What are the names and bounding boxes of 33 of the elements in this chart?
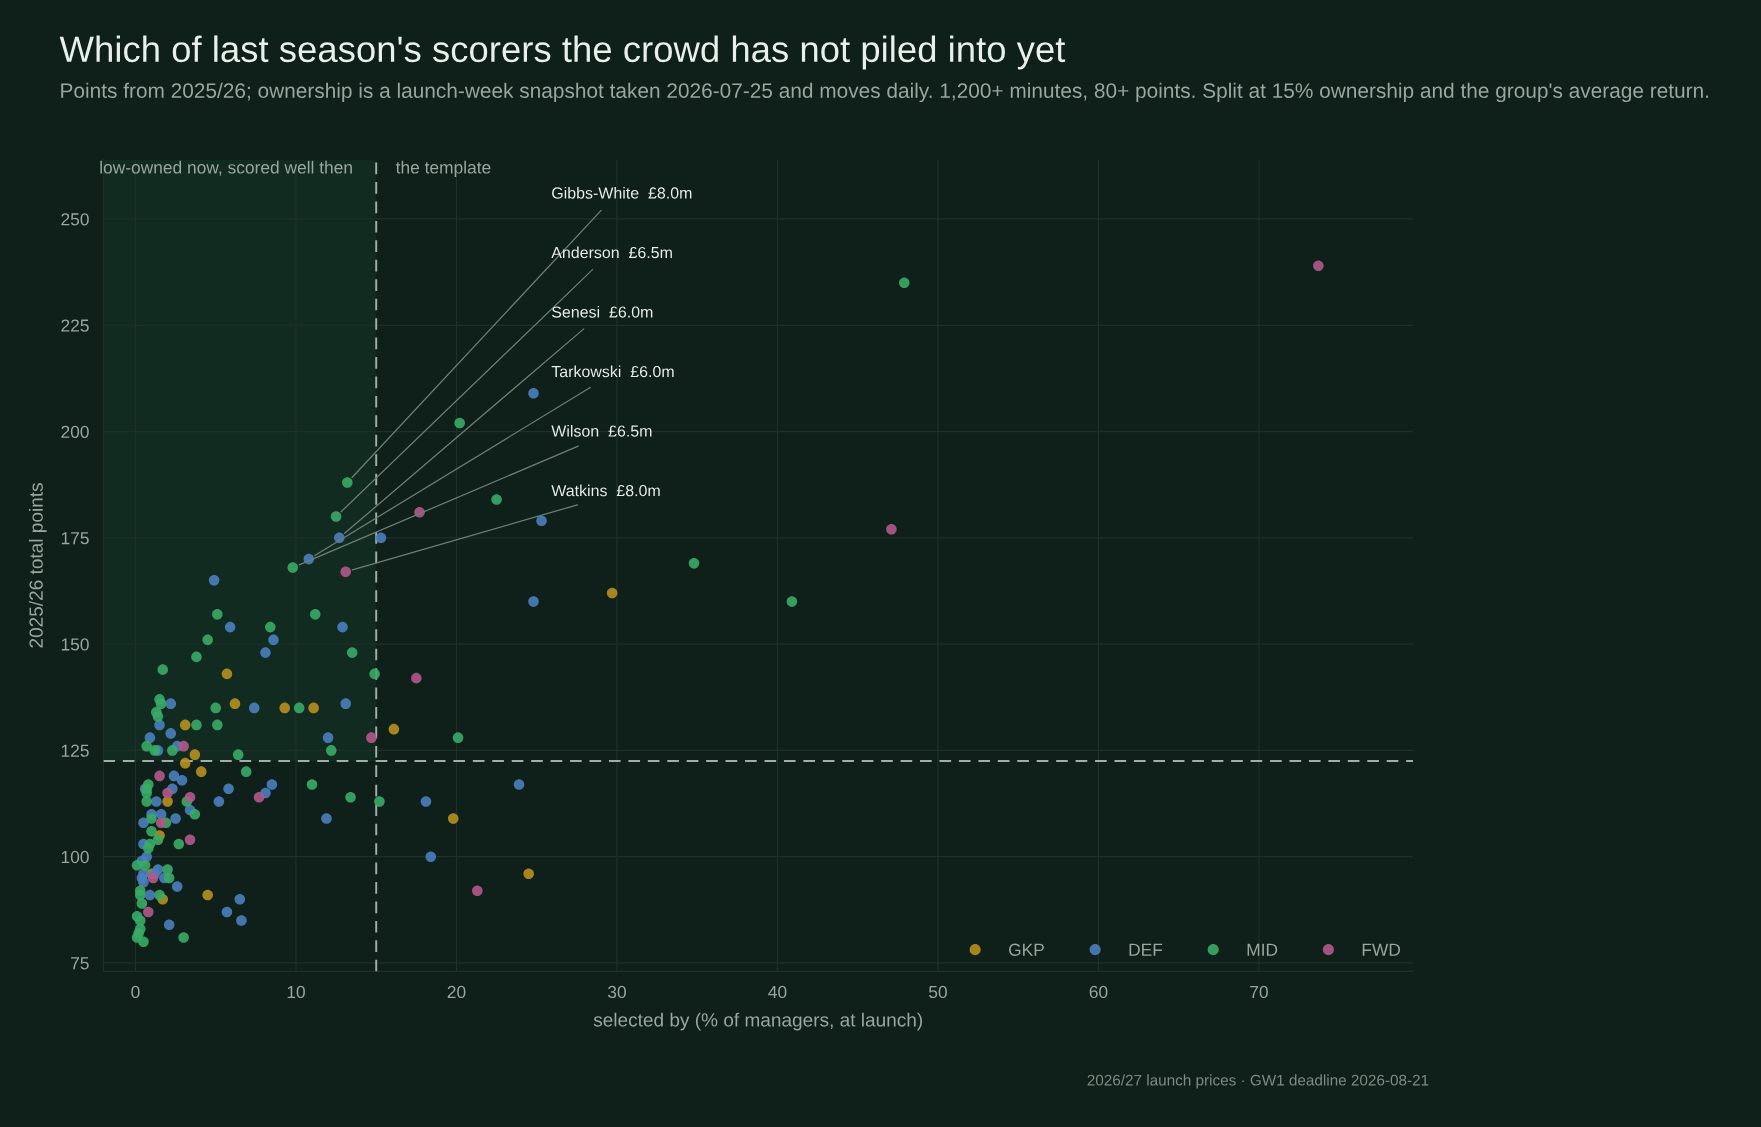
legend-label: MID: [1247, 943, 1278, 956]
x-tick-label: 70: [1250, 985, 1268, 999]
annotation: Anderson £6.5m: [551, 246, 672, 259]
y-axis-title: 2025/26 total points: [28, 483, 47, 648]
chart-title: Which of last season's scorers the crowd has not piled into yet: [59, 35, 1066, 70]
x-axis-title: selected by (% of managers, at launch): [593, 1012, 923, 1031]
y-tick-label: 225: [61, 319, 89, 332]
x-tick-label: 0: [131, 985, 140, 999]
y-tick-label: 150: [61, 638, 89, 651]
legend-label: FWD: [1362, 943, 1401, 956]
chart-subtitle: Points from 2025/26; ownership is a launch-week snapshot taken 2026-07-25 and moves daily. 1,200+ minutes, 80+ points. Split at 15% ownership and the group's average return.: [61, 82, 1709, 103]
x-tick-label: 10: [287, 985, 305, 999]
y-tick-label: 100: [61, 850, 89, 864]
ref-line-label: the template: [395, 160, 491, 178]
text: 2026/27 launch prices · GW1 deadline 2026-08-21: [1087, 1074, 1429, 1089]
y-tick-label: 200: [61, 425, 89, 439]
annotation: Gibbs-White £8.0m: [552, 186, 692, 199]
x-tick-label: 60: [1089, 985, 1108, 999]
x-tick-label: 40: [768, 985, 787, 999]
annotation: Wilson £6.5m: [551, 425, 652, 437]
x-tick-label: 30: [607, 985, 626, 999]
legend-label: DEF: [1129, 943, 1163, 956]
y-tick-label: 125: [61, 744, 89, 757]
x-tick-label: 50: [929, 985, 947, 999]
band-label: low-owned now, scored well then: [100, 160, 352, 176]
y-tick-label: 250: [61, 213, 89, 226]
y-tick-label: 75: [71, 957, 89, 970]
annotation: Senesi £6.0m: [552, 305, 653, 318]
x-tick-label: 20: [447, 985, 466, 999]
legend-label: GKP: [1009, 943, 1044, 956]
annotation: Watkins £8.0m: [551, 484, 660, 497]
y-tick-label: 175: [61, 532, 89, 545]
annotation: Tarkowski £6.0m: [551, 365, 674, 378]
